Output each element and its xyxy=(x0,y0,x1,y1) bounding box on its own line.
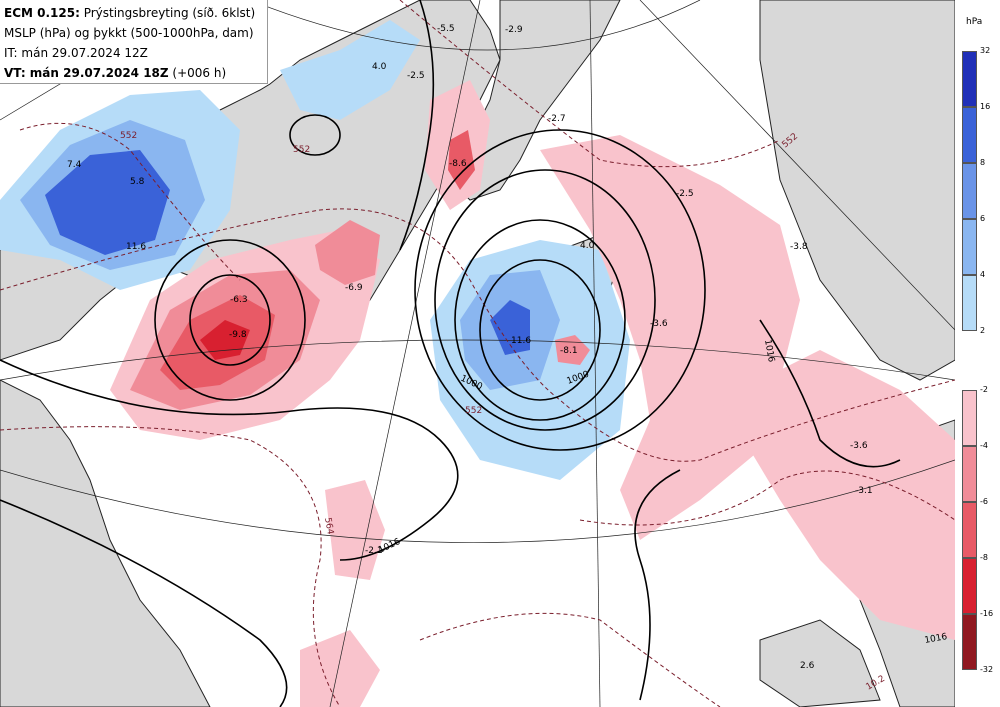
rise-tick-3: 6 xyxy=(980,214,986,223)
mslp-contours xyxy=(0,0,901,707)
init-time: IT: mán 29.07.2024 12Z xyxy=(4,46,148,60)
subtitle-line: MSLP (hPa) og þykkt (500-1000hPa, dam) xyxy=(4,26,254,40)
map-label-31: 564 xyxy=(322,517,335,536)
fall-tick-1: -4 xyxy=(980,441,988,450)
valid-time-line: VT: mán 29.07.2024 18Z (+006 h) xyxy=(4,63,263,83)
map-label-29: 552 xyxy=(120,131,137,141)
rise-tick-1: 16 xyxy=(980,102,991,111)
map-label-9: -2.5 xyxy=(407,71,425,81)
valid-time: VT: mán 29.07.2024 18Z xyxy=(4,66,169,80)
fall-tick-0: -2 xyxy=(980,385,988,394)
map-label-7: 11.6 xyxy=(511,336,531,346)
fall-swatch-3 xyxy=(962,558,977,614)
canada-land xyxy=(0,379,211,707)
field-label: Prýstingsbreyting (síð. 6klst) xyxy=(79,6,256,20)
map-label-3: -6.3 xyxy=(230,295,248,305)
fall-tick-4: -16 xyxy=(980,609,994,618)
map-label-21: 2.6 xyxy=(800,661,815,671)
fall-tick-2: -6 xyxy=(980,497,988,506)
map-label-18: -3.6 xyxy=(850,441,868,451)
map-label-10: -5.5 xyxy=(437,24,455,34)
map-label-12: 4.0 xyxy=(372,62,387,72)
weather-map: 7.4 5.8 11.6 -6.3 -9.8 -6.9 4.0 11.6 -8.… xyxy=(0,0,955,707)
title-line: ECM 0.125: Prýstingsbreyting (síð. 6klst… xyxy=(4,3,263,23)
legend-unit: hPa xyxy=(966,17,983,27)
pressure-fall-areas xyxy=(110,80,955,707)
rise-tick-4: 4 xyxy=(980,270,986,279)
graticule xyxy=(0,0,955,707)
map-label-19: -3.1 xyxy=(855,486,873,496)
map-label-28: 552 xyxy=(293,145,310,155)
fall-swatch-0 xyxy=(962,390,977,446)
map-label-17: -8.6 xyxy=(449,159,467,169)
map-label-20: -2.1 xyxy=(365,546,383,556)
map-label-8: -8.1 xyxy=(560,346,578,356)
map-label-13: -2.7 xyxy=(548,114,566,124)
info-box: ECM 0.125: Prýstingsbreyting (síð. 6klst… xyxy=(0,0,268,84)
map-label-2: 11.6 xyxy=(126,242,146,252)
map-label-5: -6.9 xyxy=(345,283,363,293)
rise-swatch-0 xyxy=(962,51,977,107)
scandinavia-land xyxy=(759,0,955,381)
map-label-25: 1016 xyxy=(762,339,776,364)
rise-swatch-2 xyxy=(962,163,977,219)
map-labels: 7.4 5.8 11.6 -6.3 -9.8 -6.9 4.0 11.6 -8.… xyxy=(67,24,948,693)
map-label-4: -9.8 xyxy=(229,330,247,340)
map-label-11: -2.9 xyxy=(505,25,523,35)
map-label-15: -3.8 xyxy=(790,242,808,252)
fall-tick-5: -32 xyxy=(980,665,994,674)
map-label-0: 7.4 xyxy=(67,160,82,170)
rise-swatch-4 xyxy=(962,275,977,331)
rise-swatch-1 xyxy=(962,107,977,163)
fall-tick-3: -8 xyxy=(980,553,988,562)
rise-swatch-3 xyxy=(962,219,977,275)
iberia-land xyxy=(759,619,881,707)
lead-time: (+006 h) xyxy=(168,66,227,80)
map-label-6: 4.0 xyxy=(580,241,595,251)
svalbard-land xyxy=(449,0,621,201)
model-label: ECM 0.125: xyxy=(4,6,80,20)
fall-swatch-1 xyxy=(962,446,977,502)
map-label-14: -2.5 xyxy=(676,189,694,199)
map-label-1: 5.8 xyxy=(130,177,145,187)
rise-tick-0: 32 xyxy=(980,46,991,55)
thickness-contours xyxy=(0,0,955,707)
rise-tick-2: 8 xyxy=(980,158,986,167)
map-label-26: 1016 xyxy=(924,632,949,646)
map-label-27: 552 xyxy=(465,406,482,416)
fall-swatch-4 xyxy=(962,614,977,670)
rise-tick-5: 2 xyxy=(980,326,986,335)
map-canvas: 7.4 5.8 11.6 -6.3 -9.8 -6.9 4.0 11.6 -8.… xyxy=(0,0,955,707)
fall-swatch-2 xyxy=(962,502,977,558)
map-label-16: -3.6 xyxy=(650,319,668,329)
